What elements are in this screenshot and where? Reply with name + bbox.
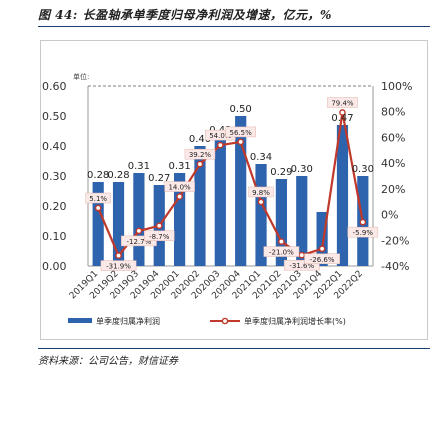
y-left-tick-label: 0.60 [42,80,67,93]
growth-value-label: -31.6% [289,262,314,270]
growth-value-label: 54.0% [209,132,232,140]
growth-value-label: 39.2% [189,151,212,159]
bar-value-label: 0.40 [189,134,211,145]
bar-net-profit [336,125,349,266]
growth-label-box [184,148,216,160]
y-right-tick-label: -40% [381,260,409,273]
bar-value-label: 0.31 [168,161,190,172]
bar-value-label: 0.31 [128,161,150,172]
y-left-tick-label: 0.40 [42,140,67,153]
growth-value-label: -31.9% [106,263,131,271]
bar-net-profit [275,179,287,266]
bar-value-label: 0.50 [230,104,252,115]
y-right-tick-label: 40% [381,157,405,170]
y-right-tick-label: 60% [381,131,405,144]
growth-rate-line [97,112,364,258]
growth-label-box [100,260,137,271]
growth-label-box [85,192,111,204]
bar-net-profit [174,173,186,266]
source-divider [38,348,430,349]
unit-label: 单位: [73,72,89,81]
growth-rate-point [196,160,204,168]
y-left-tick-label: 0.50 [42,110,67,123]
y-left-tick-label: 0.30 [42,170,67,183]
growth-value-label: 56.5% [230,129,253,137]
growth-rate-point [94,204,102,212]
growth-label-box [304,253,340,265]
growth-value-label: 79.4% [331,99,354,107]
bar-net-profit [316,212,328,266]
growth-rate-point [359,218,367,226]
bar-value-label: 0.28 [107,170,129,181]
growth-rate-point [278,238,285,245]
growth-rate-point [115,252,122,259]
growth-value-label: -5.9% [353,229,374,237]
growth-label-box [347,226,379,238]
growth-label-box [283,259,320,271]
bar-value-label: 0.47 [331,113,353,124]
growth-label-box [248,186,274,198]
growth-label-box [144,230,175,242]
y-right-tick-label: 20% [381,183,405,196]
bar-net-profit [194,146,206,266]
growth-rate-point [298,251,306,259]
growth-rate-point [257,198,265,206]
chart-frame [40,40,428,340]
bar-net-profit [296,176,308,266]
bar-value-label: 0.34 [250,152,272,163]
y-left-tick-label: 0.10 [42,230,67,243]
y-right-tick-label: -20% [381,234,409,247]
bar-value-label: 0.29 [270,167,292,178]
bar-net-profit [214,137,226,266]
growth-rate-point [155,222,163,230]
y-right-tick-label: 0% [381,209,398,222]
growth-label-box [164,181,195,192]
growth-value-label: -21.0% [269,249,294,257]
source-note: 资料来源：公司公告，财信证券 [38,356,178,367]
growth-value-label: -26.6% [310,256,335,264]
legend-label-line: 单季度归属净利润增长率(%) [244,316,346,326]
growth-label-box [263,246,300,257]
bar-net-profit [133,173,145,266]
chart-title: 图 44: 长盈轴承单季度归母净利润及增速，亿元，% [38,8,332,22]
legend-label-bars: 单季度归属净利润 [96,316,160,326]
y-right-tick-label: 80% [381,106,405,119]
growth-label-box [327,97,358,108]
growth-value-label: 9.8% [252,189,270,197]
bar-value-label: 0.28 [87,170,109,181]
title-divider [38,26,430,27]
growth-rate-point [176,193,183,200]
y-right-tick-label: 100% [381,80,412,93]
growth-rate-point [318,245,326,253]
growth-rate-point [339,109,346,116]
legend-swatch-bars [68,318,92,323]
y-left-tick-label: 0.20 [42,200,67,213]
bar-value-label: 0.30 [352,164,374,175]
bar-net-profit [235,116,247,266]
legend-swatch-marker [221,317,229,325]
growth-rate-point [217,141,224,149]
bar-value-label: 0.30 [291,164,313,175]
bar-net-profit [112,182,125,266]
growth-value-label: -12.7% [127,238,152,246]
y-left-tick-label: 0.00 [42,260,67,273]
growth-value-label: 14.0% [168,184,191,192]
growth-value-label: 5.1% [89,195,107,203]
growth-value-label: -8.7% [149,233,170,241]
growth-rate-point [237,138,244,146]
bar-value-label: 0.27 [148,173,170,184]
growth-label-box [225,126,256,138]
bar-net-profit [92,182,104,266]
bar-net-profit [255,164,267,266]
growth-rate-point [135,227,143,235]
